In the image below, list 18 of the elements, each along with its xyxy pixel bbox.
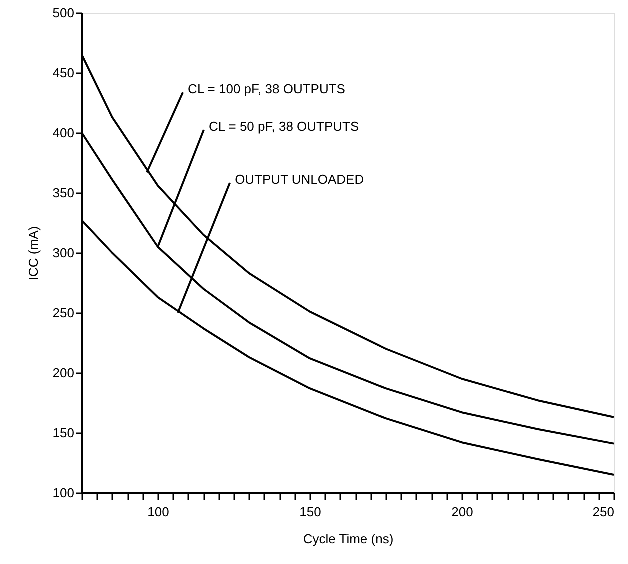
x-tick-label: 150: [300, 504, 322, 520]
x-tick-label: 100: [148, 504, 170, 520]
annotation: CL = 100 pF, 38 OUTPUTS: [188, 82, 346, 97]
annotation: OUTPUT UNLOADED: [235, 172, 364, 187]
y-tick-label: 300: [52, 246, 74, 260]
y-tick-label: 350: [52, 186, 74, 200]
y-tick-label: 250: [52, 306, 74, 320]
y-tick-label: 150: [52, 426, 74, 440]
x-axis-title: Cycle Time (ns): [303, 532, 394, 546]
x-tick-label: 200: [452, 504, 474, 520]
y-tick-label: 450: [52, 66, 74, 80]
y-tick-label: 400: [52, 126, 74, 140]
y-axis-title: ICC (mA): [26, 226, 41, 281]
y-tick-label: 500: [52, 6, 74, 20]
x-tick-label: 250: [592, 504, 614, 520]
y-tick-label: 100: [52, 486, 74, 500]
annotation: CL = 50 pF, 38 OUTPUTS: [209, 119, 360, 134]
y-tick-label: 200: [52, 366, 74, 380]
